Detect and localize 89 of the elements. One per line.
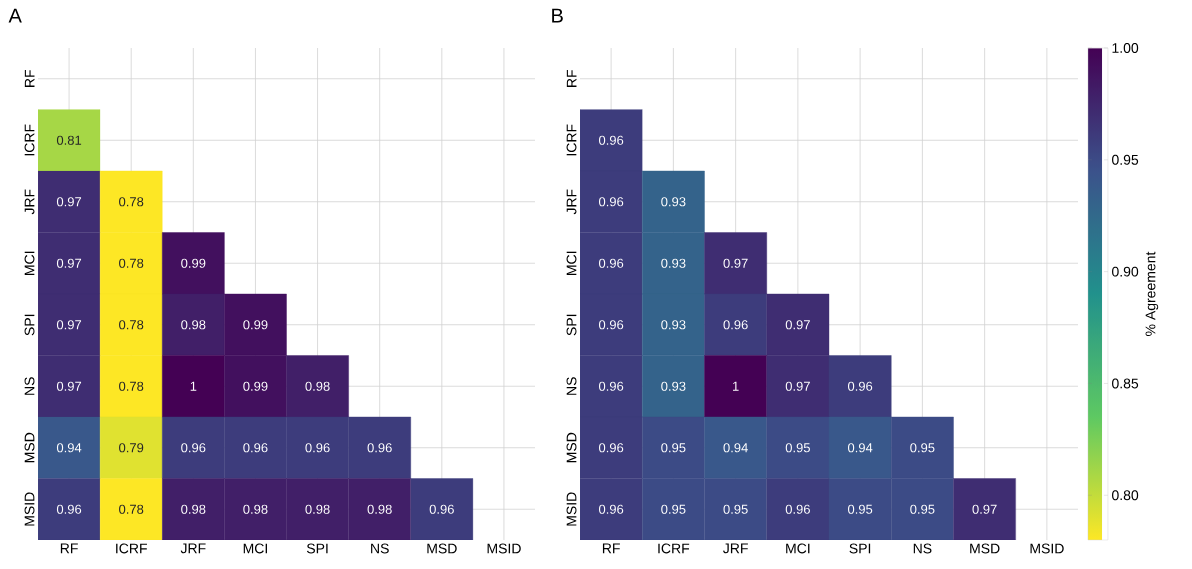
y-tick-label: RF <box>24 69 35 87</box>
y-tick-label: NS <box>566 377 577 395</box>
data-label: 0.99 <box>243 320 268 330</box>
data-label: 0.99 <box>243 381 268 391</box>
data-label: 0.97 <box>56 258 82 268</box>
data-label: 0.79 <box>119 443 144 453</box>
y-tick-label: MSD <box>566 432 577 463</box>
x-tick-label: MCI <box>786 543 810 554</box>
data-label: 0.95 <box>785 443 810 453</box>
y-tick-label: MCI <box>24 251 35 275</box>
x-tick-label: ICRF <box>116 543 147 554</box>
y-tick-label: MSID <box>566 492 577 526</box>
data-label: 0.97 <box>56 320 82 330</box>
data-label: 0.98 <box>181 504 206 514</box>
data-label: 0.98 <box>367 504 392 514</box>
data-label: 0.78 <box>119 197 144 207</box>
y-tick-label: NS <box>24 377 35 395</box>
y-tick-label: MSID <box>24 492 35 526</box>
data-label: 0.97 <box>56 197 82 207</box>
x-tick-label: MCI <box>243 543 267 554</box>
data-label: 0.98 <box>305 381 330 391</box>
color-bar-label: 0.95 <box>1112 154 1139 165</box>
data-label: 0.81 <box>56 135 82 145</box>
data-label: 0.97 <box>56 381 82 391</box>
x-tick-label: MSD <box>427 543 457 554</box>
data-label: 0.98 <box>181 320 206 330</box>
data-label: 1 <box>733 381 739 391</box>
data-label: 0.96 <box>367 443 392 453</box>
x-tick-label: JRF <box>723 543 748 554</box>
y-tick-label: SPI <box>24 314 35 336</box>
data-label: 0.78 <box>119 258 144 268</box>
data-label: 0.98 <box>305 504 330 514</box>
data-label: 0.96 <box>429 504 454 514</box>
data-label: 0.96 <box>243 443 268 453</box>
y-tick-label: MSD <box>24 432 35 463</box>
data-label: 0.99 <box>181 258 206 268</box>
data-label: 0.96 <box>598 258 624 268</box>
data-label: 0.96 <box>181 443 206 453</box>
y-tick-label: ICRF <box>566 124 577 156</box>
data-label: 0.95 <box>847 504 873 514</box>
data-label: 0.78 <box>119 504 144 514</box>
color-bar-label: 1.00 <box>1112 43 1139 53</box>
data-label: 0.95 <box>661 504 686 514</box>
data-label: 0.95 <box>661 443 686 453</box>
y-tick-label: RF <box>566 69 577 87</box>
x-tick-label: MSD <box>970 543 1000 554</box>
data-label: 0.94 <box>847 443 873 453</box>
x-tick-label: SPI <box>849 543 871 554</box>
color-bar-title: % Agreement <box>1145 251 1159 336</box>
data-label: 0.95 <box>723 504 748 514</box>
x-tick-label: ICRF <box>658 543 690 554</box>
data-label: 0.93 <box>661 197 686 207</box>
y-tick-label: JRF <box>566 189 577 215</box>
y-tick-label: ICRF <box>24 124 35 156</box>
x-tick-label: NS <box>371 543 389 554</box>
color-bar-label: 0.85 <box>1112 378 1139 389</box>
data-label: 0.78 <box>119 381 144 391</box>
data-label: 0.93 <box>661 381 686 391</box>
x-tick-label: NS <box>913 543 932 554</box>
data-label: 0.96 <box>723 320 748 330</box>
data-label: 0.78 <box>119 320 144 330</box>
data-label: 0.98 <box>243 504 268 514</box>
data-label: 0.94 <box>723 443 748 453</box>
data-label: 0.93 <box>661 258 686 268</box>
data-label: 0.93 <box>661 320 686 330</box>
y-tick-label: SPI <box>566 314 577 336</box>
chart-title: A <box>8 8 22 23</box>
x-tick-label: SPI <box>306 543 328 554</box>
x-tick-label: MSID <box>487 543 521 554</box>
data-label: 0.97 <box>785 320 810 330</box>
y-tick-label: JRF <box>24 189 35 215</box>
data-label: 0.97 <box>785 381 810 391</box>
color-bar-label: 0.90 <box>1112 266 1139 277</box>
data-label: 1 <box>190 381 197 391</box>
x-tick-label: JRF <box>180 543 206 554</box>
data-label: 0.97 <box>723 258 748 268</box>
data-label: 0.96 <box>598 135 624 145</box>
data-label: 0.96 <box>56 504 82 514</box>
x-tick-label: RF <box>60 543 78 554</box>
color-bar-label: 0.80 <box>1112 490 1139 501</box>
x-tick-label: MSID <box>1030 543 1064 554</box>
y-tick-label: MCI <box>566 251 577 275</box>
data-label: 0.97 <box>972 504 997 514</box>
data-label: 0.95 <box>910 443 935 453</box>
x-tick-label: RF <box>602 543 620 554</box>
data-label: 0.94 <box>56 443 82 453</box>
data-label: 0.96 <box>305 443 330 453</box>
chart-title: B <box>552 8 563 23</box>
data-label: 0.96 <box>847 381 873 391</box>
